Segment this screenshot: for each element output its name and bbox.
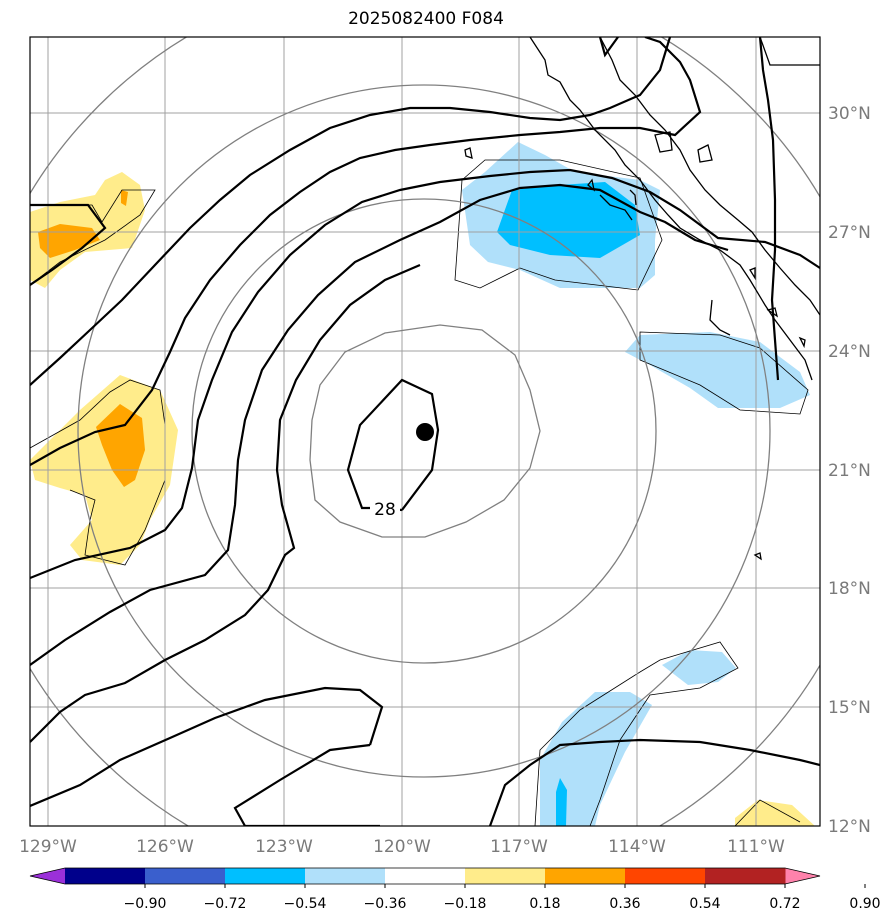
colorbar-label: 0.72 <box>769 896 800 912</box>
colorbar-cell <box>225 868 306 884</box>
colorbar-label: −0.36 <box>364 896 407 912</box>
coastline <box>464 37 820 561</box>
colorbar: −0.90 −0.72 −0.54 −0.36 −0.18 0.18 0.36 0.54 0.7… <box>29 867 881 912</box>
anomaly-shading <box>30 142 815 826</box>
map-title: 2025082400 F084 <box>348 9 504 29</box>
lon-label: 123°W <box>255 837 313 857</box>
colorbar-cell <box>305 868 386 884</box>
latitude-labels: 30°N 27°N 24°N 21°N 18°N 15°N 12°N <box>828 104 871 837</box>
contour-label: 28 <box>374 500 396 520</box>
colorbar-label: −0.54 <box>284 896 327 912</box>
colorbar-label: 0.54 <box>689 896 720 912</box>
colorbar-label: 0.36 <box>609 896 640 912</box>
colorbar-cell <box>465 868 546 884</box>
colorbar-label: −0.72 <box>204 896 247 912</box>
lat-label: 18°N <box>828 579 871 599</box>
colorbar-label: −0.90 <box>124 896 167 912</box>
contour-label-bg <box>370 498 400 518</box>
longitude-labels: 129°W 126°W 123°W 120°W 117°W 114°W 111°… <box>19 837 785 857</box>
colorbar-cell <box>145 868 226 884</box>
map-frame <box>29 36 821 827</box>
center-contour <box>346 378 440 512</box>
lon-label: 117°W <box>490 837 548 857</box>
colorbar-cell <box>65 868 146 884</box>
lat-label: 27°N <box>828 223 871 243</box>
negative-anomaly-area <box>540 692 652 826</box>
lon-label: 111°W <box>727 837 785 857</box>
positive-anomaly-core <box>121 190 128 206</box>
colorbar-label: −0.18 <box>444 896 487 912</box>
lat-label: 12°N <box>828 817 871 837</box>
lat-label: 21°N <box>828 461 871 481</box>
colorbar-cell <box>385 868 466 884</box>
colorbar-label: 0.90 <box>849 896 880 912</box>
lon-label: 129°W <box>19 837 77 857</box>
colorbar-cell <box>625 868 706 884</box>
colorbar-label: 0.18 <box>529 896 560 912</box>
range-rings <box>30 37 820 826</box>
negative-anomaly-area <box>662 650 736 685</box>
colorbar-cell <box>545 868 626 884</box>
graticule <box>30 37 820 826</box>
negative-anomaly-core <box>556 778 567 826</box>
lat-label: 30°N <box>828 104 871 124</box>
negative-anomaly-core <box>497 182 640 258</box>
colorbar-extend-high <box>785 868 820 884</box>
lat-label: 15°N <box>828 698 871 718</box>
storm-center-marker <box>416 423 434 441</box>
map-panel: 28 <box>30 37 820 826</box>
lat-label: 24°N <box>828 342 871 362</box>
lon-label: 126°W <box>136 837 194 857</box>
colorbar-cell <box>705 868 786 884</box>
lon-label: 114°W <box>608 837 666 857</box>
colorbar-extend-low <box>30 868 65 884</box>
positive-anomaly-core <box>96 404 145 487</box>
lon-label: 120°W <box>373 837 431 857</box>
height-contours <box>30 37 820 826</box>
